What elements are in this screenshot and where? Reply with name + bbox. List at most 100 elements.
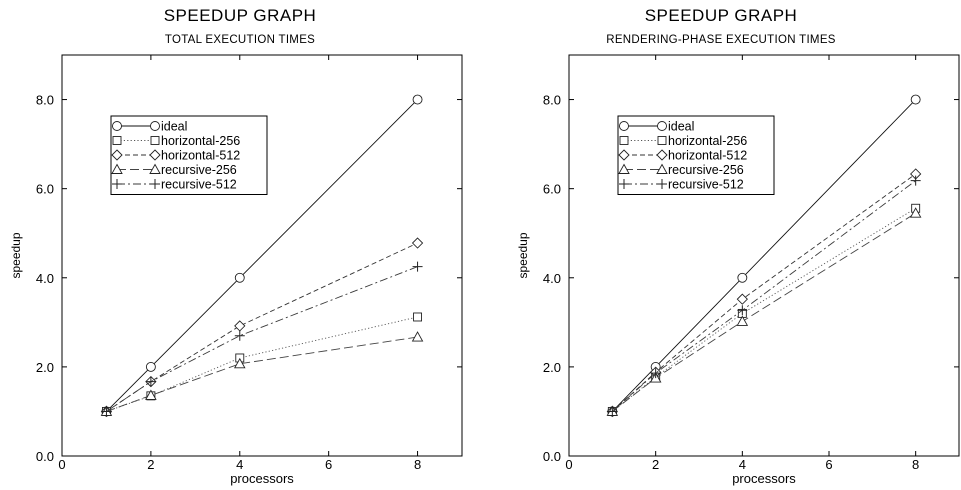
series-recursive-512 bbox=[101, 261, 423, 417]
data-point-horizontal-512 bbox=[411, 237, 424, 249]
legend-marker-end-horizontal-256 bbox=[150, 136, 160, 145]
x-tick-label: 8 bbox=[912, 457, 919, 472]
legend-marker-start-horizontal-256 bbox=[112, 136, 122, 145]
x-tick-label: 4 bbox=[236, 457, 243, 472]
data-point-recursive-512 bbox=[737, 305, 748, 316]
x-tick-label: 6 bbox=[825, 457, 832, 472]
series-recursive-256 bbox=[606, 207, 922, 416]
legend-label-recursive-512: recursive-512 bbox=[668, 178, 744, 192]
chart-panel-total: SPEEDUP GRAPH TOTAL EXECUTION TIMES 0 2 4 6… bbox=[0, 0, 480, 490]
series-line-horizontal-512 bbox=[106, 242, 418, 412]
data-point-recursive-512 bbox=[101, 406, 112, 417]
legend-label-horizontal-512: horizontal-512 bbox=[668, 149, 747, 163]
data-point-recursive-256 bbox=[234, 357, 246, 369]
y-tick-label: 8.0 bbox=[36, 93, 54, 108]
series-recursive-512 bbox=[607, 175, 921, 417]
legend-marker-end-ideal bbox=[150, 121, 160, 131]
data-point-horizontal-256 bbox=[413, 312, 423, 322]
x-tick-label: 0 bbox=[58, 457, 65, 472]
data-point-recursive-256 bbox=[411, 331, 424, 342]
y-axis-label: speedup bbox=[516, 232, 530, 278]
data-point-horizontal-512 bbox=[736, 293, 748, 305]
series-line-horizontal-512 bbox=[612, 173, 916, 412]
x-tick-label: 8 bbox=[414, 457, 421, 472]
data-point-recursive-256 bbox=[736, 315, 749, 326]
x-tick-label: 2 bbox=[652, 457, 659, 472]
chart-panel-rendering: SPEEDUP GRAPH RENDERING-PHASE EXECUTION … bbox=[481, 0, 961, 490]
chart-title: SPEEDUP GRAPH bbox=[163, 6, 317, 25]
y-tick-label: 4.0 bbox=[36, 271, 54, 286]
legend-label-horizontal-256: horizontal-256 bbox=[161, 134, 240, 148]
data-point-recursive-512 bbox=[650, 368, 661, 379]
plot-frame bbox=[61, 54, 463, 457]
y-tick-label: 2.0 bbox=[543, 360, 561, 375]
data-point-recursive-512 bbox=[607, 406, 618, 417]
speedup-chart-rendering: 0 2 4 6 8 0.0 2.0 4.0 6.0 8.0 processors speedup ide… bbox=[516, 54, 960, 486]
legend-label-recursive-256: recursive-256 bbox=[161, 163, 237, 177]
data-point-recursive-256 bbox=[145, 389, 157, 400]
legend-marker-start-ideal bbox=[619, 121, 629, 131]
series-line-ideal bbox=[106, 99, 418, 412]
y-tick-label: 6.0 bbox=[36, 182, 54, 197]
x-axis-label: processors bbox=[230, 471, 294, 486]
series-recursive-256 bbox=[100, 331, 424, 416]
y-tick-label: 0.0 bbox=[543, 449, 561, 464]
legend-label-recursive-256: recursive-256 bbox=[668, 163, 744, 177]
legend: idealhorizontal-256horizontal-512recursi… bbox=[110, 115, 268, 195]
legend-label-horizontal-256: horizontal-256 bbox=[668, 134, 747, 148]
x-tick-label: 0 bbox=[565, 457, 572, 472]
series-line-recursive-512 bbox=[612, 180, 916, 412]
y-axis-label: speedup bbox=[9, 232, 23, 278]
x-tick-label: 6 bbox=[325, 457, 332, 472]
series-horizontal-256 bbox=[607, 203, 921, 416]
legend-label-recursive-512: recursive-512 bbox=[161, 178, 237, 192]
chart-title: SPEEDUP GRAPH bbox=[644, 6, 798, 25]
y-tick-label: 8.0 bbox=[543, 93, 561, 108]
legend-marker-start-ideal bbox=[112, 121, 122, 131]
data-point-ideal bbox=[145, 361, 156, 372]
chart-subtitle: TOTAL EXECUTION TIMES bbox=[164, 34, 316, 46]
legend-marker-end-horizontal-512 bbox=[656, 149, 668, 161]
legend: idealhorizontal-256horizontal-512recursi… bbox=[617, 115, 775, 195]
legend-marker-end-recursive-256 bbox=[149, 163, 161, 174]
x-tick-label: 4 bbox=[739, 457, 746, 472]
data-point-recursive-256 bbox=[909, 207, 922, 218]
legend-marker-end-ideal bbox=[657, 121, 667, 131]
data-point-recursive-512 bbox=[412, 261, 423, 272]
data-point-recursive-512 bbox=[234, 330, 245, 341]
legend-marker-start-horizontal-512 bbox=[111, 149, 123, 161]
legend-label-ideal: ideal bbox=[161, 120, 187, 134]
y-tick-label: 6.0 bbox=[543, 182, 561, 197]
legend-marker-end-horizontal-512 bbox=[149, 149, 161, 161]
data-point-ideal bbox=[910, 94, 921, 105]
y-tick-label: 2.0 bbox=[36, 360, 54, 375]
y-tick-label: 0.0 bbox=[36, 449, 54, 464]
legend-marker-end-recursive-512 bbox=[150, 179, 160, 189]
legend-marker-start-recursive-512 bbox=[619, 179, 629, 189]
data-point-ideal bbox=[412, 94, 423, 105]
legend-marker-start-recursive-256 bbox=[618, 163, 630, 174]
legend-marker-end-horizontal-256 bbox=[657, 136, 667, 145]
data-point-recursive-512 bbox=[910, 175, 921, 186]
chart-subtitle: RENDERING-PHASE EXECUTION TIMES bbox=[606, 34, 836, 46]
legend-label-ideal: ideal bbox=[668, 120, 694, 134]
legend-label-horizontal-512: horizontal-512 bbox=[161, 149, 240, 163]
series-line-recursive-256 bbox=[612, 212, 916, 412]
plot-frame bbox=[568, 54, 960, 457]
series-line-recursive-256 bbox=[106, 336, 418, 412]
series-line-ideal bbox=[612, 99, 916, 412]
legend-marker-start-horizontal-512 bbox=[618, 149, 630, 161]
data-point-ideal bbox=[234, 272, 245, 283]
legend-marker-start-recursive-256 bbox=[111, 163, 123, 174]
series-line-recursive-512 bbox=[106, 266, 418, 412]
data-point-recursive-512 bbox=[145, 376, 156, 387]
legend-marker-end-recursive-256 bbox=[656, 163, 668, 174]
speedup-chart-total: 0 2 4 6 8 0.0 2.0 4.0 6.0 8.0 processors speedup ide… bbox=[9, 54, 463, 486]
x-axis-label: processors bbox=[732, 471, 796, 486]
legend-marker-start-horizontal-256 bbox=[619, 136, 629, 145]
legend-marker-start-recursive-512 bbox=[112, 179, 122, 189]
legend-marker-end-recursive-512 bbox=[657, 179, 667, 189]
data-point-horizontal-512 bbox=[234, 320, 246, 332]
x-tick-label: 2 bbox=[147, 457, 154, 472]
data-point-ideal bbox=[737, 272, 748, 283]
